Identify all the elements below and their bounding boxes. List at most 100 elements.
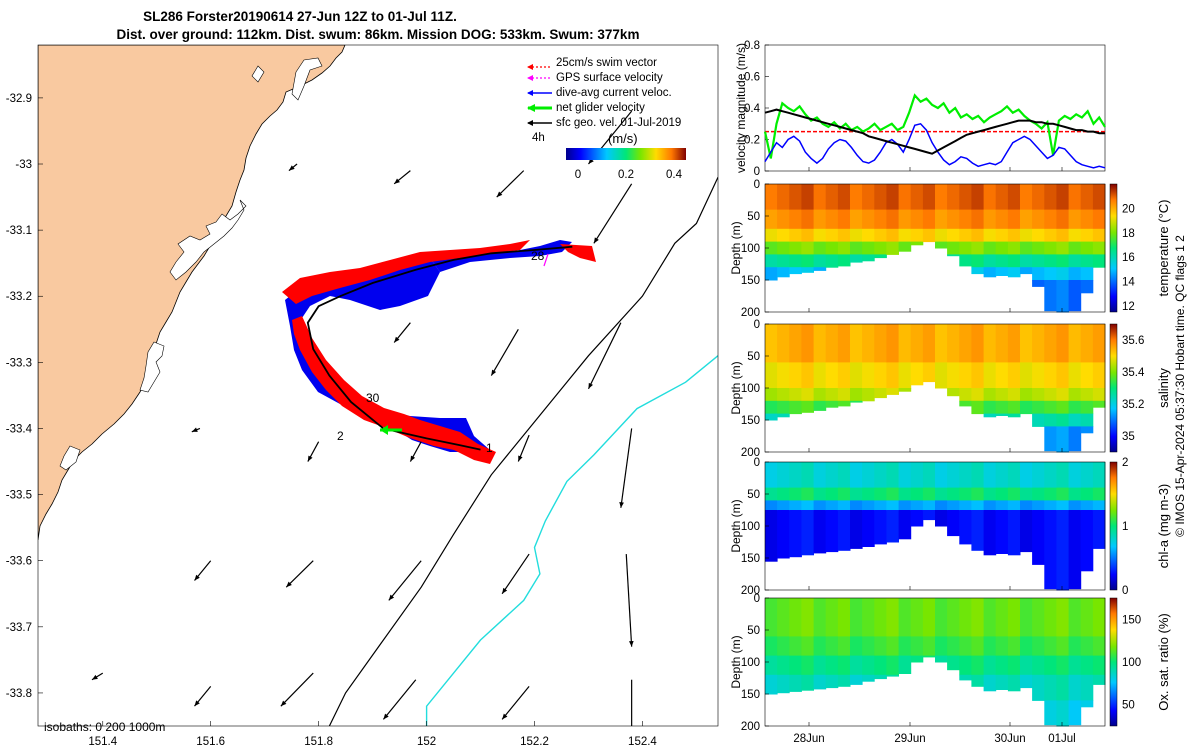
section-colorbar (1109, 461, 1118, 591)
section-cell (1032, 462, 1045, 489)
section-cell (777, 362, 790, 389)
section-cell (971, 228, 984, 243)
section-cell (935, 209, 948, 230)
section-cell (1068, 209, 1082, 230)
section-cell (1080, 510, 1094, 572)
geo-vector-9 (517, 434, 530, 462)
section-cell (765, 184, 778, 211)
section-cell (1080, 184, 1094, 211)
section-cell (1007, 510, 1021, 556)
section-cell (801, 184, 814, 211)
section-cell (1056, 636, 1069, 657)
section-cell (959, 510, 972, 545)
section-cell (1020, 462, 1033, 489)
section-cell (837, 510, 851, 551)
section-cell (813, 487, 827, 501)
day-label-1: 1 (486, 441, 493, 455)
section-cell (1068, 510, 1082, 590)
colorbar-tick: 35 (1122, 431, 1135, 443)
section-cell (837, 324, 851, 363)
time-xtick-01Jul: 01Jul (1048, 733, 1076, 745)
svg-text:GPS surface velocity: GPS surface velocity (556, 72, 663, 84)
section-cell (995, 413, 1009, 416)
section-cell (874, 209, 887, 230)
section-colorbar-label: chl-a (mg m-3) (1156, 484, 1171, 569)
section-cell (765, 598, 778, 637)
section-cell (959, 254, 972, 267)
section-cell (1080, 400, 1094, 415)
section-colorbar (1109, 597, 1118, 727)
section-cell (971, 209, 984, 230)
section-cell (1068, 598, 1082, 637)
speed-colorbar (566, 148, 686, 160)
section-cell (1092, 510, 1106, 549)
section-cell (1044, 400, 1057, 415)
section-cell (1056, 254, 1069, 268)
section-cell (825, 500, 839, 511)
isobath-1000m (425, 355, 718, 726)
section-cell (1020, 598, 1033, 637)
section-cell (971, 636, 984, 657)
section-cell (995, 487, 1009, 501)
section-cell (1007, 400, 1021, 415)
section-cell (995, 228, 1009, 243)
section-cell (886, 362, 899, 389)
section-cell (995, 500, 1009, 511)
section-cell (983, 636, 997, 657)
section-cell (801, 254, 814, 268)
section-cell (971, 184, 984, 211)
section-cell (983, 500, 997, 511)
colorbar-tick-0: 0 (575, 169, 581, 181)
colorbar-tick: 100 (1122, 657, 1141, 669)
section-cell (1044, 700, 1057, 726)
section-cell (995, 241, 1009, 255)
section-cell (1032, 241, 1045, 255)
section-cell (825, 362, 839, 389)
section-cell (765, 228, 778, 243)
section-cell (850, 674, 863, 685)
section-cell (898, 362, 912, 389)
section-ytick: 150 (741, 553, 760, 565)
section-cell (874, 636, 887, 657)
section-cell (1032, 267, 1045, 281)
section-cell (1068, 241, 1082, 255)
section-cell (789, 209, 802, 230)
svg-text:dive-avg current veloc.: dive-avg current veloc. (556, 87, 672, 99)
day-label-30: 30 (366, 391, 380, 405)
colorbar-tick: 12 (1122, 301, 1135, 313)
section-cell (922, 228, 936, 243)
section-cell (971, 400, 984, 415)
section-cell (959, 500, 972, 511)
geo-vector-21 (382, 679, 417, 720)
section-cell (801, 362, 814, 389)
chlorophyll-section: 0 50 100 150 200 Depth (m) 0 1 2 chl-a (mg m-3) (729, 457, 1171, 597)
section-cell (886, 228, 899, 243)
section-cell (801, 674, 814, 691)
section-cell (959, 462, 972, 489)
section-cell (801, 388, 814, 402)
section-cell (813, 400, 827, 411)
section-cell (1080, 324, 1094, 363)
section-cell (825, 487, 839, 501)
section-cell (1092, 241, 1106, 255)
section-cell (1007, 598, 1021, 637)
section-cell (1020, 241, 1033, 255)
section-cell (874, 184, 887, 211)
section-cell (1068, 462, 1082, 489)
section-cell (959, 228, 972, 243)
section-cell (959, 241, 972, 255)
geo-vector-19 (194, 685, 212, 707)
colorbar-tick: 18 (1122, 228, 1135, 240)
section-cell (983, 209, 997, 230)
section-cell (983, 400, 997, 415)
section-cell (862, 655, 875, 676)
map-xtick-151.4: 151.4 (88, 736, 117, 748)
section-cell (825, 400, 839, 408)
section-cell (959, 388, 972, 402)
colorbar-tick: 2 (1122, 457, 1128, 469)
section-cell (1068, 674, 1082, 701)
section-cell (765, 267, 778, 281)
section-colorbar-label: Ox. sat. ratio (%) (1156, 613, 1171, 711)
geo-velocity-vectors (91, 110, 634, 726)
map-xtick-152: 152 (417, 736, 436, 748)
